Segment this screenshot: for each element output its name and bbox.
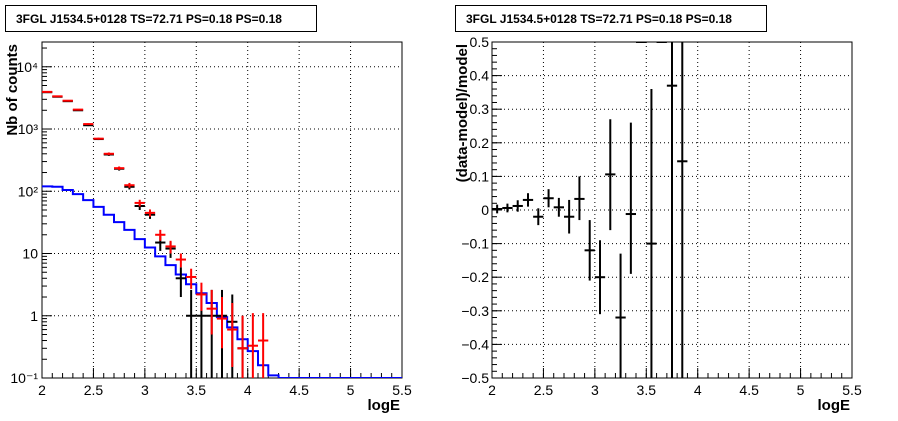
data-point xyxy=(625,122,636,274)
data-point xyxy=(533,208,544,226)
data-point xyxy=(574,176,585,221)
y-tick-label: −0.5 xyxy=(461,370,489,386)
data-point xyxy=(93,137,104,140)
y-tick-label: 0.2 xyxy=(470,135,490,151)
y-axis-label: (data-model)/model xyxy=(454,44,471,182)
x-axis-label: logE xyxy=(368,397,401,414)
x-axis-label: logE xyxy=(818,397,851,414)
x-tick-label: 5 xyxy=(797,382,805,398)
data-point xyxy=(175,267,186,298)
data-point xyxy=(492,204,503,214)
data-point xyxy=(553,197,564,217)
y-axis-label: Nb of counts xyxy=(4,44,21,136)
y-tick-label: 0.1 xyxy=(470,168,490,184)
x-tick-label: 3.5 xyxy=(187,382,207,398)
data-point xyxy=(83,123,94,126)
data-point xyxy=(227,303,238,368)
chart-title-left: 3FGL J1534.5+0128 TS=72.71 PS=0.18 PS=0.… xyxy=(5,5,317,32)
data-point xyxy=(564,199,575,234)
data-point xyxy=(605,119,616,231)
y-tick-label: 10² xyxy=(18,183,39,199)
data-point xyxy=(103,152,114,156)
y-tick-label: −0.2 xyxy=(461,269,489,285)
y-tick-label: −0.4 xyxy=(461,336,489,352)
y-tick-label: −0.3 xyxy=(461,303,489,319)
x-tick-label: 4.5 xyxy=(289,382,309,398)
data-point xyxy=(584,220,595,281)
x-tick-label: 3 xyxy=(591,382,599,398)
x-tick-label: 2 xyxy=(38,382,46,398)
data-point xyxy=(677,42,688,378)
data-point xyxy=(72,108,84,111)
y-tick-label: 10⁴ xyxy=(16,59,38,75)
series-layer xyxy=(42,90,402,378)
data-point xyxy=(155,229,166,241)
data-point xyxy=(646,89,657,378)
data-point xyxy=(114,166,125,170)
data-point xyxy=(216,297,228,349)
x-tick-label: 5.5 xyxy=(392,382,412,398)
y-tick-label: 1 xyxy=(30,308,38,324)
residual-panel: 2 2.5 3 3.5 4 4.5 5 5.5 −0.5 −0.4 −0.3 −0.2 −0.1 0 0.1… xyxy=(454,34,862,414)
data-point xyxy=(247,313,258,378)
data-point xyxy=(124,182,135,188)
data-point xyxy=(512,200,523,212)
x-tick-label: 4 xyxy=(694,382,702,398)
x-tick-label: 2.5 xyxy=(84,382,104,398)
y-tick-label: −0.1 xyxy=(461,236,489,252)
counts-panel: 2 2.5 3 3.5 4 4.5 5 5.5 10⁻¹ 1 10 10² 10³ 10⁴ logE Nb o… xyxy=(4,41,412,414)
chart-title-right: 3FGL J1534.5+0128 TS=72.71 PS=0.18 PS=0.… xyxy=(455,5,767,32)
data-point xyxy=(196,282,207,311)
data-point xyxy=(594,240,606,315)
x-tick-label: 4.5 xyxy=(739,382,759,398)
x-tick-label: 5.5 xyxy=(842,382,862,398)
data-point xyxy=(144,209,156,217)
y-tick-label: 10 xyxy=(22,246,38,262)
data-point xyxy=(666,42,678,378)
model-step-line xyxy=(42,185,402,378)
data-point xyxy=(237,315,248,378)
data-point xyxy=(186,268,197,289)
y-tick-label: 0 xyxy=(481,202,489,218)
y-tick-label: 0.5 xyxy=(470,34,490,50)
data-point xyxy=(62,99,73,102)
data-point xyxy=(186,289,197,378)
series-layer xyxy=(492,42,688,378)
data-point xyxy=(165,240,176,254)
x-tick-label: 2 xyxy=(488,382,496,398)
data-point xyxy=(543,189,554,208)
x-tick-label: 5 xyxy=(347,382,355,398)
data-point xyxy=(502,203,513,213)
y-tick-label: 0.4 xyxy=(470,68,490,84)
data-point xyxy=(522,193,534,207)
y-tick-label: 0.3 xyxy=(470,101,490,117)
x-tick-label: 4 xyxy=(244,382,252,398)
data-point xyxy=(134,199,145,207)
x-tick-label: 3.5 xyxy=(637,382,657,398)
data-point xyxy=(206,289,217,335)
y-tick-label: 10³ xyxy=(18,121,39,137)
x-tick-label: 2.5 xyxy=(534,382,554,398)
y-tick-label: 10⁻¹ xyxy=(10,370,38,386)
x-tick-label: 3 xyxy=(141,382,149,398)
data-point xyxy=(258,313,269,378)
data-point xyxy=(175,253,186,268)
data-point xyxy=(615,253,626,378)
